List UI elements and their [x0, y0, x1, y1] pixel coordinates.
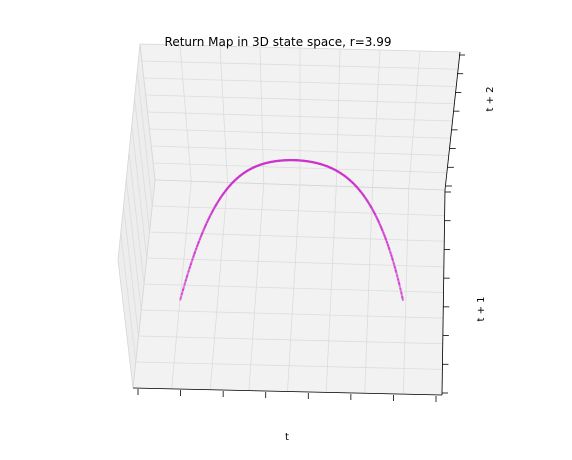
floor-pane-grid: [135, 181, 445, 395]
back-grid-line: [141, 60, 459, 70]
side-grid-line: [125, 178, 142, 311]
floor-grid-line: [149, 231, 445, 242]
data-point: [197, 239, 201, 243]
back-grid-line: [147, 111, 453, 122]
data-point: [391, 259, 395, 263]
floor-grid-line: [141, 309, 444, 319]
data-point: [192, 254, 195, 257]
z-axis-line: [444, 51, 461, 191]
data-point: [397, 279, 400, 282]
data-point: [398, 284, 401, 288]
data-point: [184, 278, 188, 281]
floor-grid-line: [152, 205, 445, 217]
data-point: [385, 239, 388, 242]
data-point: [390, 255, 393, 258]
data-point: [389, 252, 392, 255]
side-pane-grid: [120, 70, 153, 363]
data-point: [392, 263, 396, 266]
data-point: [200, 234, 203, 237]
data-point: [383, 235, 386, 238]
data-point: [399, 288, 402, 292]
z-axis-label: t + 2: [485, 86, 496, 111]
y-axis-ticks: [442, 191, 451, 394]
data-point: [196, 243, 199, 247]
data-point: [194, 250, 197, 253]
back-grid-line: [143, 77, 457, 87]
data-point: [393, 266, 397, 270]
side-grid-line: [123, 205, 139, 337]
data-point: [387, 244, 390, 248]
data-point: [195, 246, 198, 250]
back-grid-line: [149, 128, 451, 139]
data-point: [182, 286, 185, 289]
data-point: [388, 248, 391, 252]
side-grid-line: [128, 151, 145, 285]
x-axis-line: [132, 387, 443, 396]
back-grid-line: [145, 94, 455, 105]
data-series: [179, 158, 405, 302]
floor-grid-line: [135, 361, 443, 370]
data-point: [188, 265, 192, 268]
data-point: [396, 275, 399, 278]
data-point: [181, 291, 184, 294]
data-point: [179, 295, 183, 299]
data-point: [395, 271, 398, 275]
side-grid-line: [136, 70, 153, 207]
data-point: [186, 273, 189, 276]
side-grid-line: [134, 97, 150, 233]
back-grid-line: [151, 145, 449, 156]
data-point: [199, 237, 202, 240]
y-axis-line: [441, 189, 446, 396]
data-point: [190, 261, 193, 264]
floor-grid-line: [138, 335, 443, 345]
x-axis-ticks: [137, 389, 437, 402]
data-point: [382, 232, 385, 235]
data-point: [381, 229, 384, 233]
data-point: [201, 230, 204, 234]
data-point: [401, 298, 405, 302]
data-point: [400, 293, 403, 296]
data-point: [187, 269, 191, 272]
x-axis-label: t: [285, 432, 289, 443]
floor-grid-line: [143, 283, 444, 293]
side-grid-line: [120, 232, 137, 363]
data-point: [191, 257, 194, 260]
data-point: [183, 282, 187, 285]
side-grid-line: [131, 124, 148, 259]
chart-title: Return Map in 3D state space, r=3.99: [165, 35, 392, 49]
data-point: [386, 241, 389, 245]
z-axis-ticks: [446, 54, 465, 187]
back-grid-line: [153, 162, 447, 174]
back-pane-grid: [141, 44, 459, 189]
y-axis-label: t + 1: [476, 296, 487, 321]
